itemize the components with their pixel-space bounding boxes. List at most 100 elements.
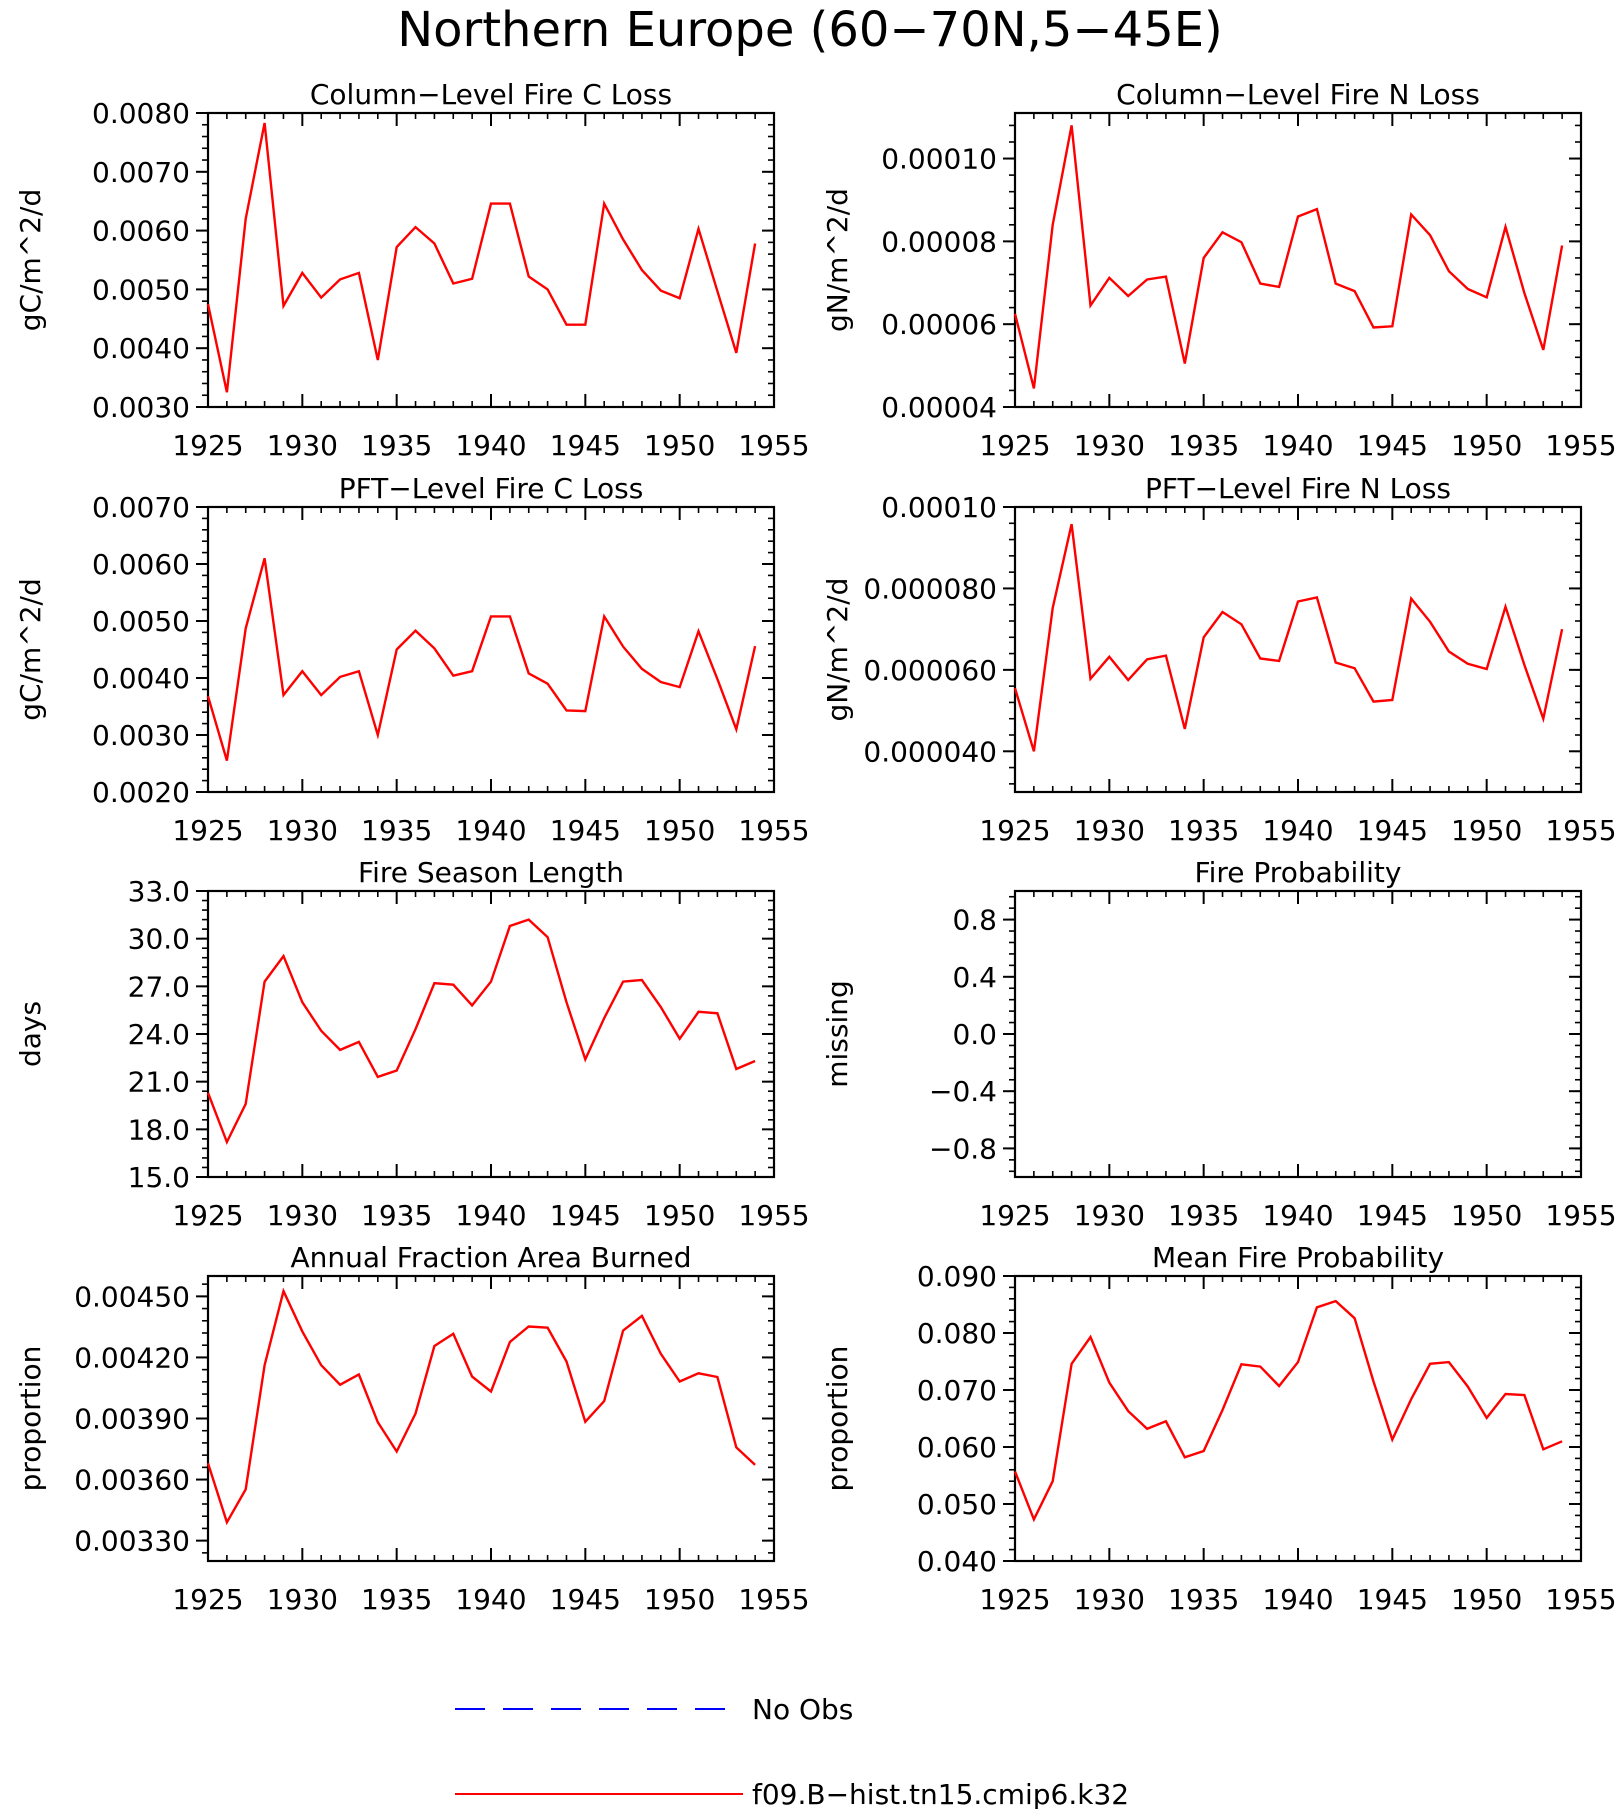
panel-fire-probability: 1925 1930 1935 1940 1945 1950 1955 −0.8 −0.4 0.0 0…	[821, 856, 1617, 1232]
legend-label-no-obs: No Obs	[752, 1693, 853, 1726]
plot-frame	[206, 1274, 776, 1563]
x-tick-label: 1925	[172, 814, 243, 847]
panel-title: Mean Fire Probability	[1152, 1241, 1444, 1274]
y-tick-label: 0.00004	[881, 391, 997, 424]
y-tick-label: 27.0	[128, 970, 190, 1003]
x-tick-label: 1935	[361, 814, 432, 847]
x-tick-label: 1955	[738, 429, 809, 462]
x-tick-label: 1950	[1451, 814, 1522, 847]
y-tick-label: 0.050	[917, 1488, 997, 1521]
panel-title: PFT−Level Fire C Loss	[339, 472, 644, 505]
y-tick-label: 0.00008	[881, 225, 997, 258]
x-tick-label: 1935	[1168, 1199, 1239, 1232]
panel-mean-fire-probability: 1925 1930 1935 1940 1945 1950 1955 0.040 0.050 0.…	[821, 1241, 1617, 1616]
panel-title: Column−Level Fire C Loss	[310, 78, 672, 111]
y-tick-label: 0.0060	[92, 548, 190, 581]
y-tick-label: 0.0040	[92, 662, 190, 695]
panel-fire-season-length: 1925 1930 1935 1940 1945 1950 1955 15.0 18.0 21.0…	[14, 856, 810, 1232]
figure-title: Northern Europe (60−70N,5−45E)	[397, 2, 1223, 58]
y-tick-label: 0.0030	[92, 719, 190, 752]
panel-title: Fire Probability	[1195, 856, 1402, 889]
x-tick-label: 1955	[1545, 1583, 1616, 1616]
x-tick-label: 1955	[738, 1583, 809, 1616]
x-tick-label: 1925	[979, 429, 1050, 462]
y-tick-label: 0.000040	[863, 735, 997, 768]
y-axis-label: proportion	[14, 1346, 47, 1492]
y-tick-label: 24.0	[128, 1018, 190, 1051]
x-tick-label: 1945	[550, 814, 621, 847]
x-tick-label: 1935	[361, 429, 432, 462]
series-line-f09-b-hist-tn15-cmip6-k32	[206, 918, 756, 1145]
panel-title: Column−Level Fire N Loss	[1116, 78, 1480, 111]
x-tick-label: 1940	[1262, 429, 1333, 462]
x-tick-label: 1945	[1357, 1199, 1428, 1232]
plot-frame	[1013, 889, 1583, 1179]
y-axis-label: proportion	[821, 1346, 854, 1492]
y-tick-label: 30.0	[128, 923, 190, 956]
y-tick-label: 0.0070	[92, 156, 190, 189]
x-tick-label: 1955	[1545, 429, 1616, 462]
y-tick-label: 0.0050	[92, 273, 190, 306]
x-tick-label: 1930	[1074, 814, 1145, 847]
y-tick-label: 0.060	[917, 1431, 997, 1464]
y-tick-label: 0.070	[917, 1374, 997, 1407]
y-tick-label: 0.00010	[881, 491, 997, 524]
y-tick-label: 0.00330	[74, 1525, 190, 1558]
legend-label-model: f09.B−hist.tn15.cmip6.k32	[752, 1778, 1129, 1809]
y-tick-label: 15.0	[128, 1161, 190, 1194]
x-tick-label: 1940	[455, 1583, 526, 1616]
x-tick-label: 1930	[267, 1583, 338, 1616]
x-tick-label: 1940	[1262, 1583, 1333, 1616]
y-tick-label: −0.4	[929, 1075, 997, 1108]
y-tick-label: 0.080	[917, 1317, 997, 1350]
y-tick-label: 0.00390	[74, 1403, 190, 1436]
panel-title: PFT−Level Fire N Loss	[1145, 472, 1451, 505]
panel-annual-fraction-area-burned: 1925 1930 1935 1940 1945 1950 1955 0.00330 0.003…	[14, 1241, 810, 1616]
y-tick-label: 0.000060	[863, 654, 997, 687]
x-tick-label: 1945	[550, 1583, 621, 1616]
legend: No Obs f09.B−hist.tn15.cmip6.k32	[455, 1693, 1129, 1809]
x-tick-label: 1935	[361, 1199, 432, 1232]
y-tick-label: 0.00450	[74, 1280, 190, 1313]
x-tick-label: 1925	[979, 1583, 1050, 1616]
x-tick-label: 1930	[267, 814, 338, 847]
y-tick-label: 0.0030	[92, 391, 190, 424]
y-tick-label: 0.0	[952, 1018, 997, 1051]
x-tick-label: 1930	[1074, 429, 1145, 462]
x-tick-label: 1925	[979, 1199, 1050, 1232]
plot-frame	[206, 505, 776, 794]
x-tick-label: 1955	[738, 1199, 809, 1232]
x-tick-label: 1945	[1357, 814, 1428, 847]
y-tick-label: 0.8	[952, 904, 997, 937]
y-tick-label: 0.0070	[92, 491, 190, 524]
x-tick-label: 1945	[550, 1199, 621, 1232]
x-tick-label: 1940	[455, 429, 526, 462]
y-tick-label: 0.00006	[881, 308, 997, 341]
x-tick-label: 1950	[644, 1583, 715, 1616]
x-tick-label: 1950	[644, 814, 715, 847]
panel-column-level-fire-c-loss: 1925 1930 1935 1940 1945 1950 1955 0.0030 0.0040…	[14, 78, 810, 462]
x-tick-label: 1940	[1262, 1199, 1333, 1232]
x-tick-label: 1930	[267, 429, 338, 462]
y-tick-label: 21.0	[128, 1066, 190, 1099]
x-tick-label: 1925	[979, 814, 1050, 847]
series-line-f09-b-hist-tn15-cmip6-k32	[206, 557, 757, 761]
series-line-f09-b-hist-tn15-cmip6-k32	[206, 1287, 756, 1526]
x-tick-label: 1950	[1451, 1583, 1522, 1616]
panel-title: Fire Season Length	[358, 856, 624, 889]
x-tick-label: 1930	[267, 1199, 338, 1232]
y-tick-label: 0.0040	[92, 332, 190, 365]
y-tick-label: 0.090	[917, 1260, 997, 1293]
y-tick-label: 33.0	[128, 875, 190, 908]
x-tick-label: 1935	[1168, 1583, 1239, 1616]
series-line-f09-b-hist-tn15-cmip6-k32	[1013, 125, 1564, 389]
x-tick-label: 1925	[172, 1199, 243, 1232]
x-tick-label: 1935	[1168, 814, 1239, 847]
x-tick-label: 1935	[361, 1583, 432, 1616]
y-tick-label: −0.8	[929, 1132, 997, 1165]
x-tick-label: 1930	[1074, 1199, 1145, 1232]
x-tick-label: 1955	[738, 814, 809, 847]
y-axis-label: gC/m^2/d	[14, 578, 47, 721]
x-tick-label: 1935	[1168, 429, 1239, 462]
y-tick-label: 0.0050	[92, 605, 190, 638]
